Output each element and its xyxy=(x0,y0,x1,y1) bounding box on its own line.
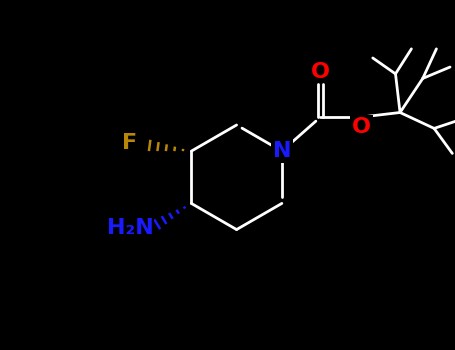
Text: H₂N: H₂N xyxy=(106,218,153,238)
Text: O: O xyxy=(311,62,330,82)
Text: N: N xyxy=(273,141,291,161)
Text: O: O xyxy=(352,117,371,137)
Text: F: F xyxy=(122,133,137,153)
